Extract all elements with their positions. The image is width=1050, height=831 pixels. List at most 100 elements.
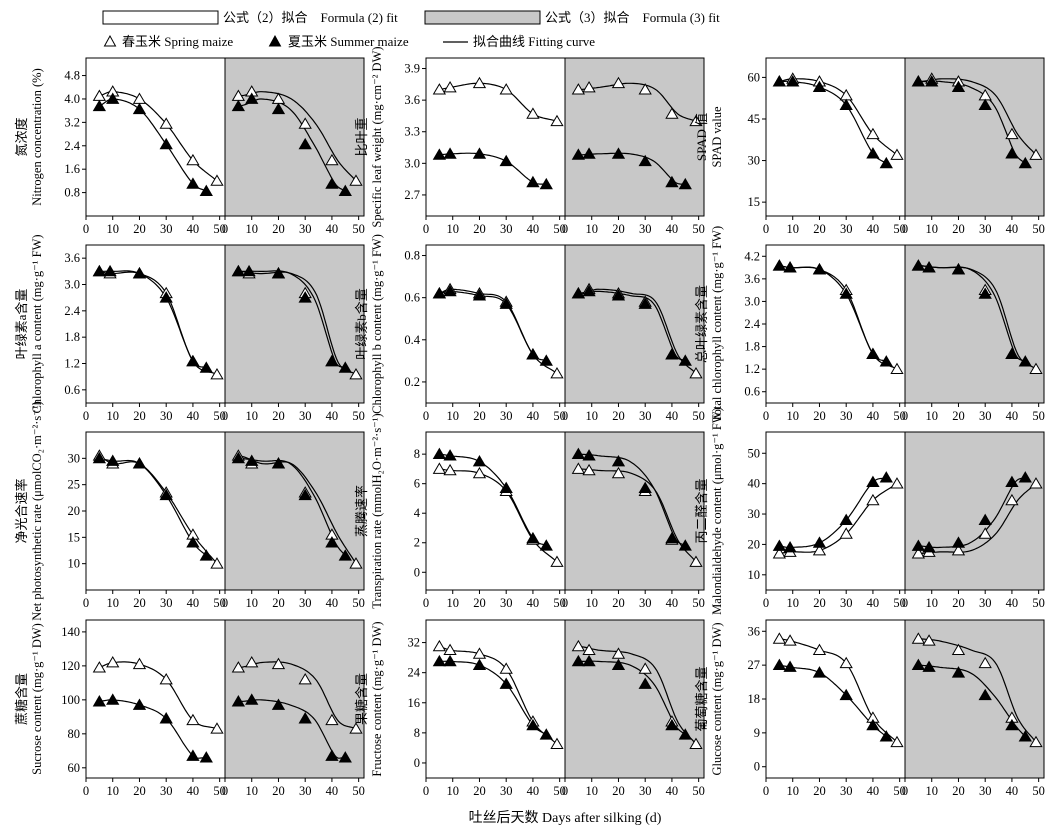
summer-maize-point	[526, 175, 540, 188]
spring-maize-point	[432, 639, 447, 652]
x-tick-label: 20	[952, 409, 965, 423]
spring-maize-point	[472, 466, 487, 479]
x-tick-label: 10	[106, 222, 119, 236]
summer-maize-point	[325, 177, 339, 189]
spring-maize-point	[106, 655, 120, 668]
x-tick-label: 0	[562, 409, 568, 423]
summer-fitting-curve	[99, 699, 207, 759]
summer-maize-point	[186, 177, 200, 189]
summer-fitting-curve	[238, 699, 346, 759]
plot-area-formula3	[564, 244, 705, 404]
spring-maize-point	[1005, 493, 1019, 506]
x-tick-label: 20	[133, 784, 146, 798]
summer-maize-point	[526, 348, 540, 360]
plot-area-formula2	[765, 619, 906, 779]
x-tick-label: 30	[160, 409, 173, 423]
summer-maize-point	[539, 539, 553, 551]
summer-maize-point	[199, 361, 213, 373]
y-axis-label-en: Glucose content (mg·g⁻¹ DW)	[710, 622, 724, 775]
spring-fitting-curve	[578, 82, 697, 122]
x-tick-label: 30	[160, 784, 173, 798]
spring-maize-point	[582, 81, 596, 93]
summer-maize-point	[472, 147, 487, 159]
x-tick-label: 30	[500, 596, 513, 610]
spring-maize-point	[911, 547, 926, 559]
y-tick-label: 80	[68, 727, 81, 741]
x-tick-label: 50	[893, 596, 906, 610]
y-tick-label: 2.4	[64, 304, 80, 318]
summer-maize-point	[298, 712, 312, 724]
y-tick-label: 0.6	[64, 383, 80, 397]
spring-maize-point	[349, 174, 363, 186]
summer-maize-point	[432, 654, 447, 667]
x-tick-label: 50	[553, 784, 566, 798]
legend-spring-marker	[103, 34, 117, 47]
x-tick-label: 10	[106, 596, 119, 610]
y-tick-label: 4.8	[64, 69, 80, 83]
spring-maize-point	[349, 557, 363, 569]
summer-fitting-curve	[918, 664, 1026, 738]
summer-maize-point	[92, 695, 107, 707]
x-tick-label: 50	[1032, 409, 1045, 423]
y-tick-label: 10	[748, 568, 761, 582]
spring-maize-point	[951, 643, 966, 655]
summer-fitting-curve	[439, 152, 547, 185]
spring-maize-point	[783, 634, 797, 646]
y-tick-label: 3.6	[744, 272, 760, 286]
summer-maize-point	[582, 284, 596, 297]
y-tick-label: 0	[414, 756, 420, 770]
y-tick-label: 15	[748, 195, 761, 209]
y-axis-label-cn: 叶绿素a含量	[14, 289, 29, 360]
summer-maize-point	[922, 660, 936, 672]
spring-maize-point	[186, 713, 200, 726]
x-tick-label: 30	[639, 784, 652, 798]
x-tick-label: 10	[446, 596, 459, 610]
formula2-subpanel: 0 10 20 30 40 50 0.8 1.6 2.4 3.2 4.0 4.8	[64, 57, 226, 236]
summer-maize-point	[106, 92, 120, 104]
y-tick-label: 2.7	[404, 188, 420, 202]
spring-fitting-curve	[238, 455, 357, 565]
summer-maize-point	[199, 751, 213, 763]
summer-maize-point	[499, 154, 513, 167]
summer-maize-point	[922, 261, 936, 273]
plot-area-formula2	[85, 431, 226, 591]
summer-maize-point	[539, 177, 553, 190]
plot-area-formula2	[425, 619, 566, 779]
x-tick-label: 10	[925, 222, 938, 236]
x-tick-label: 40	[326, 784, 339, 798]
formula2-subpanel: 0 10 20 30 40 50 0.2 0.4 0.6 0.8	[404, 244, 566, 423]
x-tick-label: 20	[952, 596, 965, 610]
x-tick-label: 0	[83, 409, 89, 423]
summer-maize-point	[839, 688, 853, 701]
x-tick-label: 0	[423, 784, 429, 798]
y-axis-label-en: Malondialdehyde content (μmol·g⁻¹ FW)	[710, 407, 724, 615]
summer-maize-point	[325, 354, 339, 367]
y-tick-label: 30	[748, 507, 761, 521]
x-tick-label: 10	[245, 784, 258, 798]
spring-maize-point	[611, 466, 626, 479]
summer-maize-point	[132, 102, 147, 115]
x-tick-label: 10	[925, 409, 938, 423]
x-tick-label: 30	[639, 409, 652, 423]
summer-fitting-curve	[99, 270, 207, 369]
y-tick-label: 30	[68, 451, 81, 465]
y-tick-label: 3.2	[64, 115, 80, 129]
y-tick-label: 10	[68, 557, 81, 571]
summer-maize-point	[638, 677, 652, 689]
spring-maize-point	[772, 632, 787, 644]
summer-maize-point	[472, 289, 487, 301]
x-tick-label: 20	[813, 596, 826, 610]
spring-fitting-curve	[779, 483, 898, 555]
summer-maize-point	[978, 287, 992, 299]
summer-maize-point	[325, 749, 339, 761]
y-axis-label-en: Sucrose content (mg·g⁻¹ DW)	[30, 623, 44, 775]
spring-maize-point	[298, 117, 312, 129]
y-tick-label: 60	[68, 761, 81, 775]
y-axis-label-cn: 总叶绿素含量	[694, 285, 709, 363]
x-tick-label: 50	[553, 596, 566, 610]
y-tick-label: 3.0	[64, 278, 80, 292]
spring-maize-point	[432, 462, 447, 474]
